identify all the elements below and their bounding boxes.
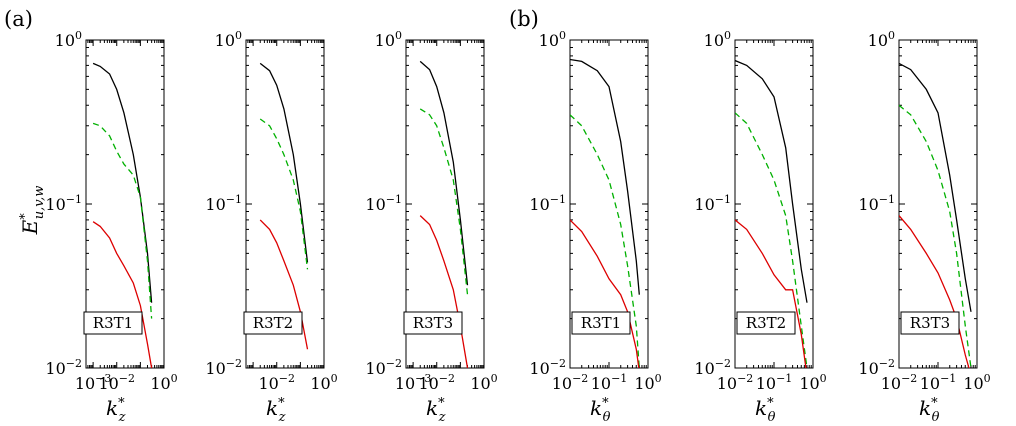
y-axis-label: E*u,v,w — [18, 186, 47, 236]
y-tick-label: 100 — [704, 29, 731, 50]
case-label-box — [571, 311, 631, 335]
x-tick-label: 100 — [150, 372, 177, 393]
case-label: R3T2 — [736, 311, 796, 335]
series-line-u — [92, 62, 153, 303]
case-label-text: R3T2 — [746, 314, 786, 332]
x-axis-label: k* θ — [755, 396, 776, 425]
case-label: R3T1 — [83, 311, 143, 335]
series-line-w — [570, 219, 640, 368]
case-label-box — [83, 311, 143, 335]
series-group — [570, 58, 640, 368]
x-axis-label: k* z — [426, 396, 446, 425]
series-line-u — [735, 59, 808, 303]
group-label-b: (b) — [509, 7, 539, 31]
group-label-a: (a) — [4, 7, 33, 31]
series-line-u — [899, 62, 972, 312]
series-line-u — [570, 58, 640, 295]
series-line-w — [735, 219, 807, 368]
x-axis-label: k* z — [266, 396, 286, 425]
y-tick-label: 10−2 — [205, 357, 242, 378]
y-tick-label: 10−1 — [205, 193, 242, 214]
x-tick-label: 10−2 — [98, 372, 135, 393]
y-tick-label: 10−1 — [529, 193, 566, 214]
series-line-v — [92, 122, 153, 319]
x-tick-label: 10−2 — [717, 372, 754, 393]
y-tick-label: 100 — [375, 29, 402, 50]
x-tick-label: 100 — [470, 372, 497, 393]
x-tick-label: 10−1 — [920, 372, 957, 393]
x-tick-label: 100 — [799, 372, 826, 393]
series-group — [735, 59, 808, 368]
spectrum-panel: 100 10−1 10−210−310−2 100 k* z R3T1 — [45, 29, 177, 425]
series-line-v — [259, 118, 309, 270]
x-tick-label: 10−2 — [552, 372, 589, 393]
y-tick-label: 10−1 — [694, 193, 731, 214]
case-label-box — [900, 311, 960, 335]
series-group — [259, 62, 309, 350]
case-label-box — [243, 311, 303, 335]
case-label-text: R3T2 — [253, 314, 293, 332]
series-group — [899, 62, 972, 368]
x-axis-label: k* z — [106, 396, 126, 425]
case-label: R3T2 — [243, 311, 303, 335]
case-label: R3T3 — [403, 311, 463, 335]
y-tick-label: 10−2 — [858, 357, 895, 378]
case-label: R3T1 — [571, 311, 631, 335]
x-tick-label: 10−2 — [881, 372, 918, 393]
case-label-text: R3T1 — [581, 314, 621, 332]
series-line-v — [419, 108, 469, 295]
y-tick-label: 100 — [215, 29, 242, 50]
y-tick-label: 100 — [539, 29, 566, 50]
y-tick-label: 10−2 — [529, 357, 566, 378]
series-group — [92, 62, 153, 368]
case-label-box — [403, 311, 463, 335]
x-tick-label: 100 — [310, 372, 337, 393]
x-tick-label: 10−1 — [591, 372, 628, 393]
series-line-v — [570, 114, 640, 368]
series-line-v — [735, 112, 808, 368]
x-tick-label: 10−1 — [756, 372, 793, 393]
y-tick-label: 10−1 — [858, 193, 895, 214]
spectrum-panel: 100 10−1 10−2 10−2 100 k* z R3T2 — [205, 29, 337, 425]
series-line-u — [419, 60, 469, 286]
series-line-u — [259, 62, 309, 263]
y-tick-label: 10−1 — [45, 193, 82, 214]
x-tick-label: 10−3 — [395, 372, 432, 393]
y-tick-label: 10−2 — [694, 357, 731, 378]
y-tick-label: 10−1 — [365, 193, 402, 214]
series-line-w — [899, 215, 970, 368]
series-line-w — [419, 215, 469, 368]
y-tick-label: 10−2 — [45, 357, 82, 378]
x-axis-label: k* θ — [590, 396, 611, 425]
case-label-text: R3T3 — [910, 314, 950, 332]
x-tick-label: 100 — [963, 372, 990, 393]
y-tick-label: 100 — [55, 29, 82, 50]
x-axis-label: k* θ — [919, 396, 940, 425]
x-tick-label: 100 — [634, 372, 661, 393]
spectrum-panel: 100 10−1 10−210−310−2 100 k* z R3T3 — [365, 29, 497, 425]
y-tick-label: 10−2 — [365, 357, 402, 378]
x-tick-label: 10−2 — [258, 372, 295, 393]
x-tick-label: 10−2 — [418, 372, 455, 393]
y-tick-label: 100 — [868, 29, 895, 50]
case-label-text: R3T1 — [93, 314, 133, 332]
case-label: R3T3 — [900, 311, 960, 335]
series-line-w — [92, 221, 153, 368]
case-label-text: R3T3 — [413, 314, 453, 332]
x-tick-label: 10−3 — [75, 372, 112, 393]
series-line-v — [899, 104, 972, 368]
case-label-box — [736, 311, 796, 335]
